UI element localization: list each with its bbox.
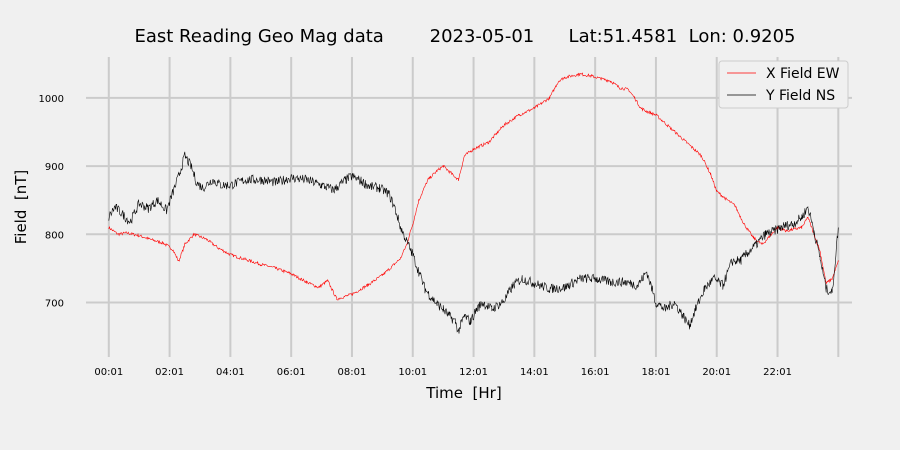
y-tick-label: 900 <box>45 162 64 173</box>
x-tick-label: 10:01 <box>398 367 427 378</box>
x-tick-label: 06:01 <box>277 367 306 378</box>
x-axis-label: Time [Hr] <box>425 384 501 402</box>
x-tick-label: 18:01 <box>642 367 671 378</box>
legend-label: Y Field NS <box>765 88 835 104</box>
series-line-x-field-ew <box>108 72 839 301</box>
x-tick-label: 00:01 <box>94 367 123 378</box>
y-axis-label: Field [nT] <box>12 170 30 245</box>
x-tick-label: 16:01 <box>581 367 610 378</box>
series-line-y-field-ns <box>108 151 839 334</box>
chart-title: East Reading Geo Mag data 2023-05-01 Lat… <box>134 26 795 47</box>
legend-label: X Field EW <box>766 66 840 82</box>
x-tick-label: 08:01 <box>338 367 367 378</box>
y-tick-label: 800 <box>45 230 64 241</box>
x-tick-label: 12:01 <box>459 367 488 378</box>
x-tick-label: 04:01 <box>216 367 245 378</box>
y-tick-label: 700 <box>45 298 64 309</box>
legend: X Field EW Y Field NS <box>718 60 849 109</box>
x-tick-label: 22:01 <box>763 367 792 378</box>
x-tick-label: 20:01 <box>702 367 731 378</box>
y-tick-label: 1000 <box>39 94 64 105</box>
x-tick-label: 14:01 <box>520 367 549 378</box>
x-tick-label: 02:01 <box>155 367 184 378</box>
